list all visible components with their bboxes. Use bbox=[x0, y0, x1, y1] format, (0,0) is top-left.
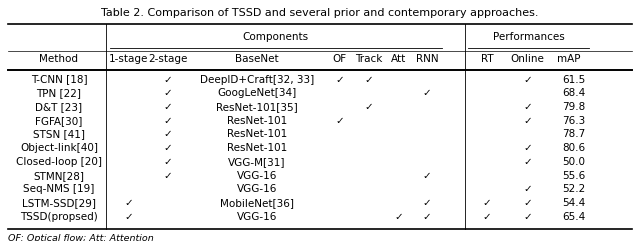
Text: 65.4: 65.4 bbox=[563, 212, 586, 222]
Text: Method: Method bbox=[40, 54, 78, 64]
Text: 1-stage: 1-stage bbox=[109, 54, 148, 64]
Text: 54.4: 54.4 bbox=[563, 198, 586, 208]
Text: ✓: ✓ bbox=[164, 116, 172, 126]
Text: ✓: ✓ bbox=[335, 74, 344, 85]
Text: 78.7: 78.7 bbox=[563, 129, 586, 140]
Text: ✓: ✓ bbox=[164, 143, 172, 153]
Text: ✓: ✓ bbox=[423, 212, 431, 222]
Text: 61.5: 61.5 bbox=[563, 74, 586, 85]
Text: ✓: ✓ bbox=[483, 212, 492, 222]
Text: ✓: ✓ bbox=[164, 74, 172, 85]
Text: VGG-16: VGG-16 bbox=[237, 212, 277, 222]
Text: 50.0: 50.0 bbox=[563, 157, 586, 167]
Text: ✓: ✓ bbox=[523, 157, 532, 167]
Text: VGG-16: VGG-16 bbox=[237, 184, 277, 194]
Text: ✓: ✓ bbox=[483, 198, 492, 208]
Text: ResNet-101[35]: ResNet-101[35] bbox=[216, 102, 298, 112]
Text: LSTM-SSD[29]: LSTM-SSD[29] bbox=[22, 198, 96, 208]
Text: ✓: ✓ bbox=[164, 88, 172, 98]
Text: ✓: ✓ bbox=[164, 129, 172, 140]
Text: BaseNet: BaseNet bbox=[235, 54, 279, 64]
Text: ✓: ✓ bbox=[523, 143, 532, 153]
Text: RT: RT bbox=[481, 54, 493, 64]
Text: 55.6: 55.6 bbox=[563, 171, 586, 181]
Text: ✓: ✓ bbox=[523, 74, 532, 85]
Text: OF: OF bbox=[332, 54, 347, 64]
Text: 68.4: 68.4 bbox=[563, 88, 586, 98]
Text: STSN [41]: STSN [41] bbox=[33, 129, 85, 140]
Text: 2-stage: 2-stage bbox=[148, 54, 188, 64]
Text: ✓: ✓ bbox=[423, 88, 431, 98]
Text: Components: Components bbox=[243, 32, 309, 42]
Text: MobileNet[36]: MobileNet[36] bbox=[220, 198, 294, 208]
Text: Object-link[40]: Object-link[40] bbox=[20, 143, 98, 153]
Text: ✓: ✓ bbox=[365, 74, 373, 85]
Text: Table 2. Comparison of TSSD and several prior and contemporary approaches.: Table 2. Comparison of TSSD and several … bbox=[101, 8, 539, 18]
Text: Closed-loop [20]: Closed-loop [20] bbox=[16, 157, 102, 167]
Text: Seq-NMS [19]: Seq-NMS [19] bbox=[23, 184, 95, 194]
Text: ✓: ✓ bbox=[365, 102, 373, 112]
Text: Att: Att bbox=[391, 54, 406, 64]
Text: ResNet-101: ResNet-101 bbox=[227, 143, 287, 153]
Text: 76.3: 76.3 bbox=[563, 116, 586, 126]
Text: ✓: ✓ bbox=[423, 171, 431, 181]
Text: ✓: ✓ bbox=[164, 171, 172, 181]
Text: DeepID+Craft[32, 33]: DeepID+Craft[32, 33] bbox=[200, 74, 314, 85]
Text: ✓: ✓ bbox=[124, 198, 133, 208]
Text: T-CNN [18]: T-CNN [18] bbox=[31, 74, 87, 85]
Text: VGG-16: VGG-16 bbox=[237, 171, 277, 181]
Text: RNN: RNN bbox=[416, 54, 438, 64]
Text: D&T [23]: D&T [23] bbox=[35, 102, 83, 112]
Text: ✓: ✓ bbox=[523, 184, 532, 194]
Text: ✓: ✓ bbox=[164, 157, 172, 167]
Text: 52.2: 52.2 bbox=[563, 184, 586, 194]
Text: ✓: ✓ bbox=[423, 198, 431, 208]
Text: ✓: ✓ bbox=[523, 116, 532, 126]
Text: ✓: ✓ bbox=[523, 212, 532, 222]
Text: TSSD(propsed): TSSD(propsed) bbox=[20, 212, 98, 222]
Text: Online: Online bbox=[511, 54, 544, 64]
Text: FGFA[30]: FGFA[30] bbox=[35, 116, 83, 126]
Text: ResNet-101: ResNet-101 bbox=[227, 116, 287, 126]
Text: ResNet-101: ResNet-101 bbox=[227, 129, 287, 140]
Text: ✓: ✓ bbox=[394, 212, 403, 222]
Text: ✓: ✓ bbox=[523, 102, 532, 112]
Text: TPN [22]: TPN [22] bbox=[36, 88, 81, 98]
Text: ✓: ✓ bbox=[164, 102, 172, 112]
Text: mAP: mAP bbox=[557, 54, 580, 64]
Text: STMN[28]: STMN[28] bbox=[33, 171, 84, 181]
Text: ✓: ✓ bbox=[335, 116, 344, 126]
Text: Performances: Performances bbox=[493, 32, 564, 42]
Text: VGG-M[31]: VGG-M[31] bbox=[228, 157, 285, 167]
Text: ✓: ✓ bbox=[523, 198, 532, 208]
Text: ✓: ✓ bbox=[124, 212, 133, 222]
Text: 79.8: 79.8 bbox=[563, 102, 586, 112]
Text: 80.6: 80.6 bbox=[563, 143, 586, 153]
Text: Track: Track bbox=[355, 54, 383, 64]
Text: GoogLeNet[34]: GoogLeNet[34] bbox=[218, 88, 296, 98]
Text: OF: Optical flow; Att: Attention: OF: Optical flow; Att: Attention bbox=[8, 234, 154, 241]
